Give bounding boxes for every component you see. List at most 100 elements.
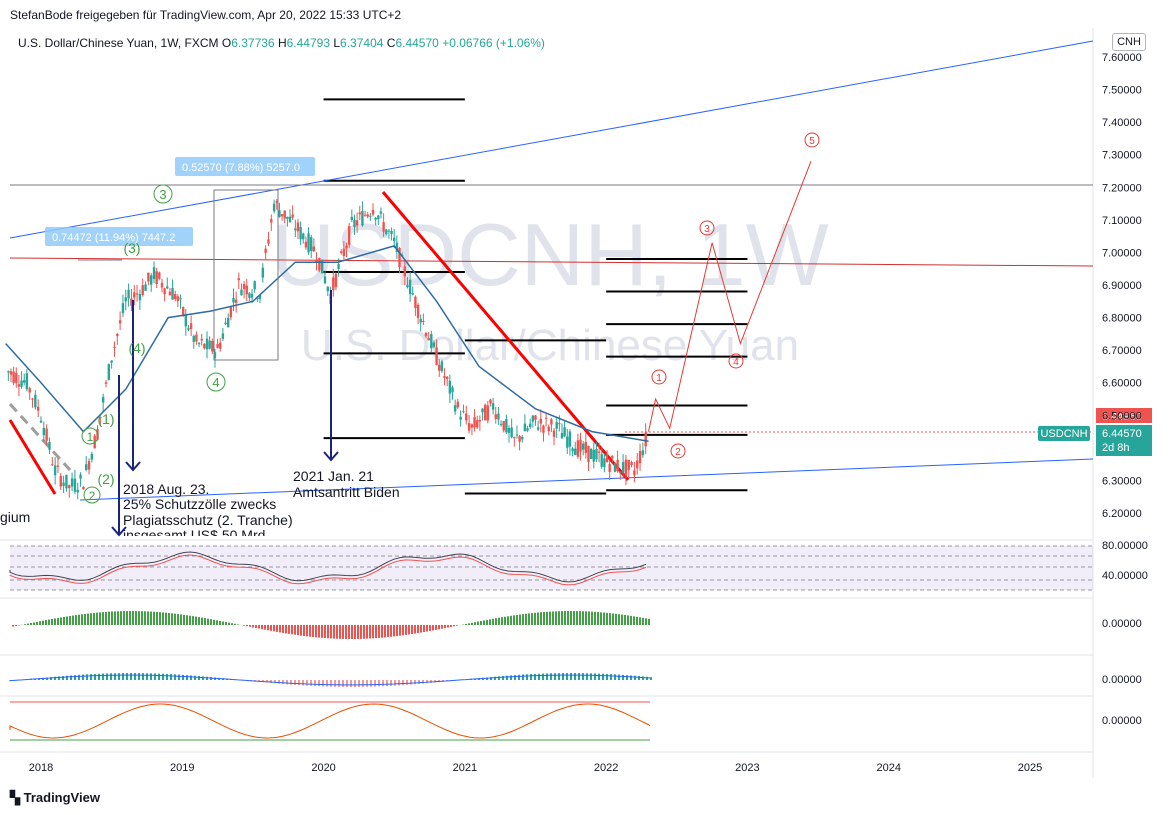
- candle-body: [48, 441, 51, 450]
- event-arrow-head: [323, 451, 339, 462]
- macd-bar: [358, 680, 360, 687]
- candle-body: [163, 288, 166, 295]
- candle-body: [616, 459, 619, 472]
- candle-body: [478, 419, 482, 422]
- macd-bar: [610, 674, 612, 680]
- candle-body: [427, 337, 430, 341]
- candle-body: [613, 463, 617, 472]
- price-tick-label: 7.10000: [1102, 215, 1142, 227]
- candle-body: [158, 272, 161, 279]
- event-arrow-head: [111, 526, 127, 537]
- candle-body: [179, 298, 182, 300]
- measure-box-2[interactable]: [45, 227, 193, 246]
- macd-histogram-bar: [525, 613, 527, 625]
- macd-bar: [138, 673, 140, 680]
- currency-button[interactable]: CNH: [1112, 33, 1146, 51]
- high-value: 6.44793: [286, 36, 331, 50]
- macd-histogram-bar: [177, 614, 179, 625]
- candle-body: [245, 285, 248, 295]
- symbol-title[interactable]: U.S. Dollar/Chinese Yuan, 1W, FXCM: [18, 36, 219, 50]
- macd-histogram-bar: [30, 623, 32, 625]
- macd-histogram-bar: [465, 623, 467, 625]
- macd-histogram-bar: [231, 623, 233, 625]
- candle-body: [499, 423, 503, 425]
- candle-body: [39, 420, 43, 423]
- macd-histogram-bar: [573, 611, 575, 625]
- candle-body: [371, 209, 375, 215]
- wave-label-green-3: 3: [153, 184, 173, 204]
- candle-body: [374, 217, 377, 220]
- macd-histogram-bar: [423, 625, 425, 633]
- macd-bar: [298, 680, 300, 686]
- macd-bar: [566, 673, 568, 680]
- candle-body: [342, 248, 346, 257]
- macd-histogram-bar: [579, 611, 581, 625]
- candle-body: [600, 454, 603, 467]
- candle-body: [440, 361, 444, 372]
- macd-histogram-bar: [150, 611, 152, 625]
- macd-histogram-bar: [360, 625, 362, 639]
- candle-body: [127, 289, 130, 299]
- macd-bar: [66, 675, 68, 680]
- ticker-tag-text: USDCNH: [1040, 428, 1087, 440]
- macd-histogram-bar: [108, 611, 110, 625]
- macd-histogram-bar: [279, 625, 281, 633]
- candle-body: [507, 427, 511, 433]
- candle-body: [624, 459, 628, 477]
- macd-histogram-bar: [51, 619, 53, 625]
- candle-body: [414, 296, 417, 308]
- macd-bar: [318, 680, 320, 687]
- macd-histogram-bar: [339, 625, 341, 639]
- candle-body: [531, 415, 535, 422]
- candle-body: [62, 482, 65, 486]
- macd-bar: [402, 680, 404, 686]
- candle-body: [176, 296, 180, 302]
- measure-box-1[interactable]: [175, 157, 315, 176]
- time-tick-label: 2020: [311, 762, 335, 774]
- candle-body: [595, 448, 598, 460]
- macd-histogram-bar: [534, 612, 536, 625]
- candle-body: [90, 453, 94, 460]
- candle-body: [347, 226, 351, 245]
- wave-label-red-2: 2: [670, 443, 686, 459]
- candle-body: [275, 200, 278, 203]
- candle-body: [489, 399, 492, 404]
- macd-histogram-bar: [315, 625, 317, 638]
- macd-bar: [90, 674, 92, 680]
- candle-body: [636, 460, 639, 469]
- macd-histogram-bar: [486, 619, 488, 625]
- candle-body: [211, 340, 214, 352]
- macd-bar: [606, 673, 608, 680]
- price-tick-label: 6.50000: [1102, 410, 1142, 422]
- candle-body: [68, 485, 71, 489]
- candle-body: [250, 293, 254, 298]
- candle-body: [73, 478, 77, 492]
- candle-body: [550, 419, 553, 425]
- annotation-2018-line4: insgesamt US$ 50 Mrd: [123, 527, 265, 543]
- macd-histogram-bar: [336, 625, 338, 639]
- macd-bar: [406, 680, 408, 685]
- macd-histogram-bar: [225, 622, 227, 625]
- macd-bar: [334, 680, 336, 687]
- candle-body: [473, 417, 476, 428]
- macd-bar: [530, 674, 532, 680]
- candle-body: [76, 489, 79, 493]
- macd-bar: [570, 673, 572, 680]
- tradingview-logo[interactable]: ▚ TradingView: [10, 790, 100, 806]
- macd-histogram-bar: [498, 617, 500, 625]
- macd-bar: [118, 673, 120, 680]
- candle-body: [361, 210, 364, 226]
- candle-body: [470, 424, 474, 428]
- time-tick-label: 2025: [1018, 762, 1042, 774]
- candle-body: [547, 426, 550, 432]
- macd-histogram-bar: [192, 616, 194, 625]
- moving-average-line: [5, 245, 649, 443]
- candle-body: [213, 352, 217, 359]
- macd-histogram-bar: [561, 611, 563, 625]
- measure-box-1-text: 0.52570 (7.88%) 5257.0: [182, 162, 300, 174]
- macd-histogram-bar: [546, 611, 548, 625]
- candle-body: [296, 222, 300, 232]
- annotation-2021-line1: 2021 Jan. 21: [293, 468, 374, 484]
- macd-histogram-bar: [81, 614, 83, 625]
